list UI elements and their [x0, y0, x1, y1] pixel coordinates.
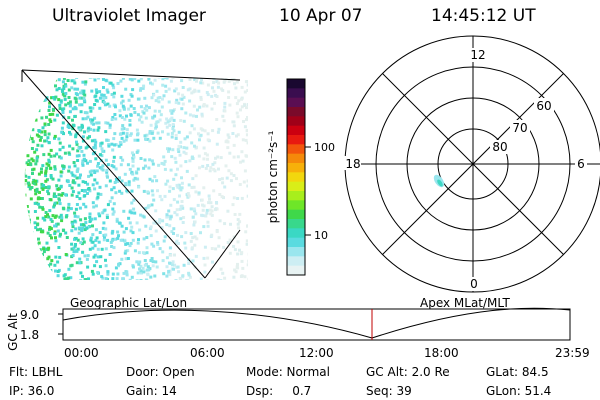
colorbar-swatch [287, 144, 305, 155]
altitude-xtick: 00:00 [64, 346, 99, 360]
colorbar-swatch [287, 97, 305, 108]
colorbar-tick-label: 10 [314, 229, 328, 242]
polar-coord-label: Apex MLat/MLT [420, 296, 510, 310]
altitude-plot-frame [62, 308, 571, 341]
altitude-xtick: 12:00 [299, 346, 334, 360]
polar-plot: 12 18 6 0 80 70 60 [343, 35, 600, 293]
status-dsp: Dsp: 0.7 [246, 384, 312, 398]
polar-mlt-label-12: 12 [470, 48, 485, 62]
colorbar-swatch [287, 107, 305, 117]
colorbar-frame [286, 78, 306, 276]
altitude-ytick: 1.8 [20, 328, 40, 342]
status-glon: GLon: 51.4 [486, 384, 552, 398]
colorbar-swatch [287, 88, 305, 99]
altitude-xtick: 06:00 [190, 346, 225, 360]
status-gain: Gain: 14 [126, 384, 177, 398]
colorbar-swatch [287, 228, 305, 239]
colorbar-swatch [287, 163, 305, 173]
polar-mlat-label-80: 80 [492, 140, 507, 154]
colorbar-swatch [287, 153, 305, 164]
polar-mlat-label-60: 60 [536, 99, 551, 113]
polar-mlt-label-0: 0 [470, 277, 478, 291]
status-door: Door: Open [126, 365, 195, 379]
polar-emission-core [437, 179, 443, 187]
status-seq: Seq: 39 [366, 384, 412, 398]
status-glat: GLat: 84.5 [486, 365, 549, 379]
colorbar-swatch [287, 209, 305, 220]
colorbar-swatch [287, 116, 305, 127]
altitude-xtick: 23:59 [555, 346, 590, 360]
colorbar-swatch [287, 200, 305, 211]
time-label: 14:45:12 UT [431, 6, 536, 26]
colorbar-swatch [287, 79, 305, 89]
status-mode: Mode: Normal [246, 365, 330, 379]
polar-axis-diagonal-2 [382, 73, 564, 255]
colorbar-swatch [287, 265, 305, 276]
colorbar-tick-label: 100 [314, 141, 335, 154]
geo-coord-label: Geographic Lat/Lon [70, 296, 188, 310]
colorbar-swatch [287, 219, 305, 229]
polar-mlt-label-18: 18 [345, 157, 360, 171]
colorbar-swatch [287, 181, 305, 192]
frame-line-bottom [204, 229, 241, 279]
colorbar-swatch [287, 191, 305, 201]
colorbar-unit-label: photon cm⁻²s⁻¹ [266, 130, 280, 223]
frame-line-top [21, 69, 241, 81]
colorbar-swatch [287, 172, 305, 183]
polar-mlt-label-6: 6 [577, 157, 585, 171]
status-filter: Flt: LBHL [9, 365, 63, 379]
altitude-ytick: 9.0 [20, 308, 40, 322]
colorbar: 100 10 photon cm⁻²s⁻¹ [266, 78, 335, 276]
colorbar-swatch [287, 247, 305, 257]
polar-mlat-label-70: 70 [512, 121, 527, 135]
date-label: 10 Apr 07 [279, 6, 363, 26]
status-gc-alt: GC Alt: 2.0 Re [366, 365, 450, 379]
status-ip: IP: 36.0 [9, 384, 55, 398]
colorbar-swatch [287, 125, 305, 136]
frame-line-diagonal [21, 69, 206, 279]
colorbar-swatch [287, 256, 305, 267]
instrument-title: Ultraviolet Imager [52, 6, 206, 26]
geographic-image [21, 69, 249, 280]
colorbar-swatch [287, 237, 305, 248]
colorbar-swatch [287, 135, 305, 145]
altitude-ylabel: GC Alt [5, 313, 20, 351]
altitude-plot [58, 307, 571, 341]
altitude-curve [62, 307, 571, 339]
altitude-xtick: 18:00 [424, 346, 459, 360]
